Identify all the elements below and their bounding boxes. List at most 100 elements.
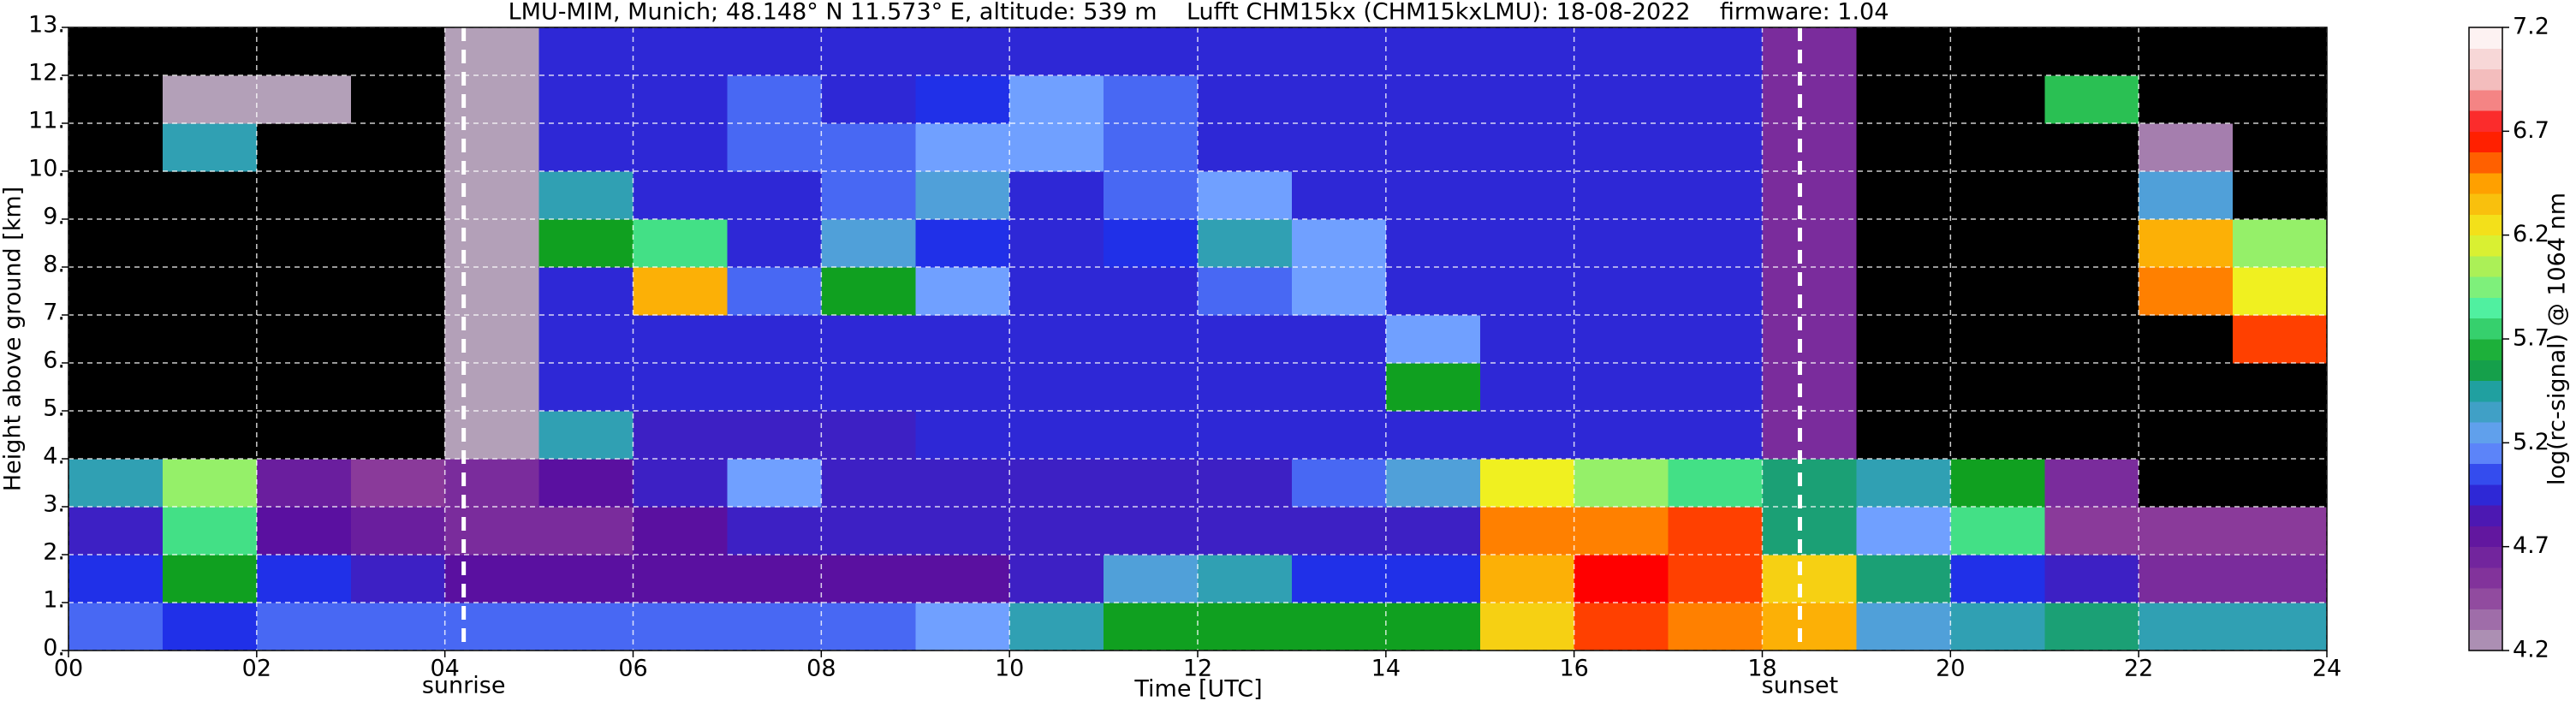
heatmap-cell xyxy=(821,219,916,268)
heatmap-cell xyxy=(444,459,540,508)
heatmap-cell xyxy=(538,315,634,364)
colorbar-band xyxy=(2469,401,2502,423)
heatmap-cell xyxy=(256,507,352,556)
y-tick-label: 9. xyxy=(43,204,65,230)
y-tick-label: 11. xyxy=(28,108,65,134)
heatmap-cell xyxy=(1479,363,1575,412)
heatmap-cell xyxy=(1762,27,1857,76)
heatmap-cell xyxy=(350,315,446,364)
heatmap-cell xyxy=(633,459,728,508)
heatmap-cell xyxy=(1762,555,1857,603)
colorbar-band xyxy=(2469,89,2502,111)
heatmap-cell xyxy=(1574,27,1669,76)
x-tick-label: 18 xyxy=(1747,656,1776,682)
heatmap-cell xyxy=(1291,603,1387,651)
heatmap-cell xyxy=(1668,75,1763,124)
x-tick-label: 10 xyxy=(995,656,1024,682)
colorbar-tick-label: 4.2 xyxy=(2513,637,2549,663)
heatmap-cell xyxy=(1856,507,1951,556)
heatmap-cell xyxy=(68,315,164,364)
heatmap-cell xyxy=(162,219,258,268)
heatmap-cell xyxy=(1574,555,1669,603)
colorbar-band xyxy=(2469,567,2502,589)
y-tick-label: 13. xyxy=(28,12,65,39)
heatmap-cell xyxy=(2139,555,2234,603)
heatmap-cell xyxy=(2044,171,2139,220)
heatmap-cell xyxy=(1479,507,1575,556)
heatmap-cell xyxy=(538,603,634,651)
colorbar-band xyxy=(2469,235,2502,257)
heatmap-cell xyxy=(538,123,634,172)
heatmap-cell xyxy=(1104,555,1199,603)
heatmap-cell xyxy=(1856,315,1951,364)
heatmap-cell xyxy=(1009,171,1104,220)
heatmap-cell xyxy=(1856,459,1951,508)
heatmap-cell xyxy=(68,219,164,268)
heatmap-cell xyxy=(1104,363,1199,412)
heatmap-cell xyxy=(538,555,634,603)
heatmap-cell xyxy=(256,603,352,651)
heatmap-cell xyxy=(1479,267,1575,316)
y-tick-label: 2. xyxy=(43,539,65,566)
heatmap-cell xyxy=(821,315,916,364)
heatmap-cell xyxy=(256,315,352,364)
heatmap-cell xyxy=(821,411,916,460)
heatmap-cell xyxy=(1009,123,1104,172)
heatmap-cell xyxy=(2233,315,2328,364)
heatmap-cell xyxy=(68,171,164,220)
heatmap-cell xyxy=(821,123,916,172)
heatmap-cell xyxy=(1574,507,1669,556)
annotation-label: sunrise xyxy=(422,673,506,699)
heatmap-cell xyxy=(1104,75,1199,124)
x-tick-label: 02 xyxy=(242,656,271,682)
heatmap-cell xyxy=(727,171,822,220)
heatmap-cell xyxy=(68,123,164,172)
heatmap-cell xyxy=(1856,555,1951,603)
heatmap-cell xyxy=(915,315,1010,364)
heatmap-cell xyxy=(1104,27,1199,76)
heatmap-cell xyxy=(1574,603,1669,651)
heatmap-cell xyxy=(2233,555,2328,603)
x-axis-label: Time [UTC] xyxy=(1133,676,1262,703)
heatmap-cell xyxy=(1009,603,1104,651)
heatmap-cell xyxy=(633,27,728,76)
heatmap-cell xyxy=(915,123,1010,172)
heatmap-cell xyxy=(1291,363,1387,412)
heatmap-cell xyxy=(68,603,164,651)
heatmap-cell xyxy=(256,267,352,316)
heatmap-cell xyxy=(2139,459,2234,508)
heatmap-cell xyxy=(444,75,540,124)
y-tick-label: 0. xyxy=(43,635,65,662)
heatmap-cell xyxy=(633,123,728,172)
heatmap-cell xyxy=(1198,27,1293,76)
heatmap-cell xyxy=(915,459,1010,508)
heatmap-cell xyxy=(538,459,634,508)
heatmap-cell xyxy=(1291,171,1387,220)
heatmap-cell xyxy=(162,123,258,172)
colorbar-band xyxy=(2469,318,2502,340)
heatmap-cell xyxy=(1950,123,2045,172)
heatmap-cell xyxy=(162,315,258,364)
heatmap-cell xyxy=(68,363,164,412)
heatmap-cell xyxy=(538,27,634,76)
heatmap-cell xyxy=(538,267,634,316)
heatmap-cell xyxy=(68,555,164,603)
heatmap-cell xyxy=(538,219,634,268)
heatmap-cell xyxy=(1762,171,1857,220)
heatmap-cell xyxy=(2044,27,2139,76)
colorbar-band xyxy=(2469,339,2502,360)
heatmap-cell xyxy=(1668,123,1763,172)
heatmap-cell xyxy=(2044,363,2139,412)
heatmap-cell xyxy=(1009,363,1104,412)
heatmap-cell xyxy=(256,555,352,603)
x-tick-label: 04 xyxy=(430,656,459,682)
y-tick-label: 5. xyxy=(43,395,65,422)
heatmap-cell xyxy=(1668,507,1763,556)
x-tick-label: 16 xyxy=(1559,656,1588,682)
heatmap-cell xyxy=(1385,75,1481,124)
heatmap-cell xyxy=(2044,267,2139,316)
heatmap-cell xyxy=(68,507,164,556)
colorbar-tick-label: 4.7 xyxy=(2513,532,2549,559)
heatmap-cell xyxy=(350,411,446,460)
heatmap-cell xyxy=(1291,75,1387,124)
